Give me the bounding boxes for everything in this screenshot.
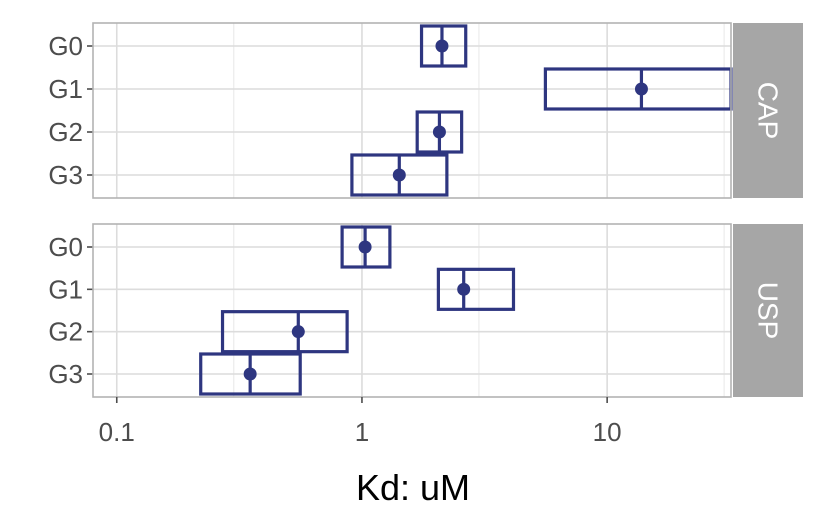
estimate-point xyxy=(392,168,406,182)
estimate-point xyxy=(358,240,372,254)
panel-cap: G0 G1 G2 G3 CAP xyxy=(48,22,803,199)
panels-group: G0 G1 G2 G3 CAP G0 G1 G2 G3 USP xyxy=(48,22,803,398)
x-axis: 0.1 1 10 xyxy=(99,397,622,447)
estimate-point xyxy=(634,82,648,96)
interval-box xyxy=(419,24,468,68)
panel-border xyxy=(92,22,732,199)
interval-box xyxy=(220,310,349,354)
panel-border xyxy=(92,223,732,398)
facet-strip xyxy=(733,23,803,198)
x-axis-title: Kd: uM xyxy=(356,467,470,508)
y-tick-label: G3 xyxy=(48,160,83,190)
interval-box xyxy=(436,267,516,311)
facet-strip xyxy=(733,224,803,397)
estimate-point xyxy=(243,367,257,381)
x-tick-label: 1 xyxy=(355,417,369,447)
facet-strip-label: USP xyxy=(753,282,784,340)
y-tick-label: G2 xyxy=(48,317,83,347)
x-tick-label: 10 xyxy=(593,417,622,447)
estimate-point xyxy=(291,325,305,339)
y-tick-label: G1 xyxy=(48,274,83,304)
facet-strip-label: CAP xyxy=(753,82,784,140)
y-tick-label: G0 xyxy=(48,31,83,61)
y-tick-label: G2 xyxy=(48,117,83,147)
panel-background xyxy=(93,224,731,397)
x-tick-label: 0.1 xyxy=(99,417,135,447)
y-tick-label: G0 xyxy=(48,232,83,262)
estimate-point xyxy=(432,125,446,139)
estimate-point xyxy=(435,39,449,53)
y-tick-label: G1 xyxy=(48,74,83,104)
y-tick-label: G3 xyxy=(48,359,83,389)
panel-usp: G0 G1 G2 G3 USP xyxy=(48,223,803,398)
estimate-point xyxy=(457,282,471,296)
